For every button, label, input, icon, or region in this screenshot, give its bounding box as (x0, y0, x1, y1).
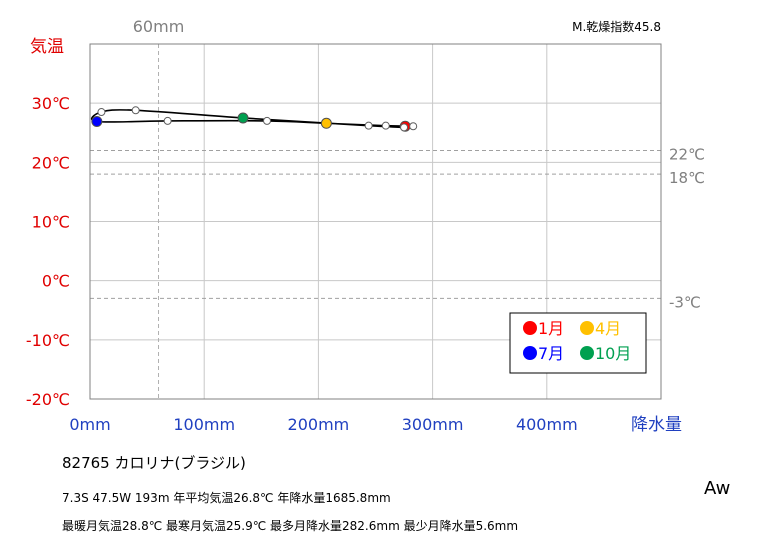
legend-marker (523, 346, 537, 360)
reference-label-x: 60mm (133, 17, 185, 36)
x-tick-label: 400mm (516, 415, 578, 434)
station-summary: 7.3S 47.5W 193m 年平均気温26.8℃ 年降水量1685.8mm (62, 491, 391, 505)
month-point-4 (320, 117, 332, 129)
climate-class: Aw (704, 478, 731, 499)
y-tick-label: -20℃ (26, 390, 70, 409)
x-tick-label: 100mm (173, 415, 235, 434)
y-tick-label: 20℃ (32, 153, 70, 172)
y-axis-label: 気温 (30, 37, 64, 57)
month-point-6 (163, 116, 172, 125)
reference-label-y: -3℃ (669, 293, 701, 311)
month-point-12 (400, 123, 409, 132)
x-tick-label: 0mm (69, 415, 110, 434)
plot-frame (89, 43, 662, 400)
legend-marker (580, 346, 594, 360)
x-axis-label: 降水量 (631, 415, 682, 435)
month-point-5 (263, 116, 272, 125)
station-extremes: 最暖月気温28.8℃ 最寒月気温25.9℃ 最多月降水量282.6mm 最少月降… (62, 519, 519, 533)
x-tick-label: 200mm (288, 415, 350, 434)
legend-label: 7月 (538, 344, 564, 363)
legend-label: 10月 (595, 344, 631, 363)
month-point-2 (409, 122, 418, 131)
legend-label: 4月 (595, 319, 621, 338)
month-point-8 (97, 108, 106, 117)
month-point-10 (237, 112, 249, 124)
month-point-3 (381, 121, 390, 130)
legend-marker (580, 321, 594, 335)
legend-marker (523, 321, 537, 335)
dryness-index: M.乾燥指数45.8 (572, 19, 661, 34)
month-point-11 (364, 121, 373, 130)
month-point-7 (91, 116, 103, 128)
y-tick-label: 0℃ (42, 272, 70, 291)
reference-label-y: 18℃ (669, 169, 705, 187)
month-point-9 (131, 106, 140, 115)
y-tick-label: 10℃ (32, 213, 70, 232)
x-tick-label: 300mm (402, 415, 464, 434)
reference-label-y: 22℃ (669, 146, 705, 164)
legend-label: 1月 (538, 319, 564, 338)
climograph: 60mm 22℃ 18℃ -3℃ 気温 30℃ 20℃ 10℃ 0℃ -10℃ -20℃ 0mm 100… (26, 17, 705, 435)
y-tick-label: -10℃ (26, 331, 70, 350)
y-tick-label: 30℃ (32, 94, 70, 113)
station-name: 82765 カロリナ(ブラジル) (62, 454, 246, 472)
legend-box (509, 312, 647, 374)
